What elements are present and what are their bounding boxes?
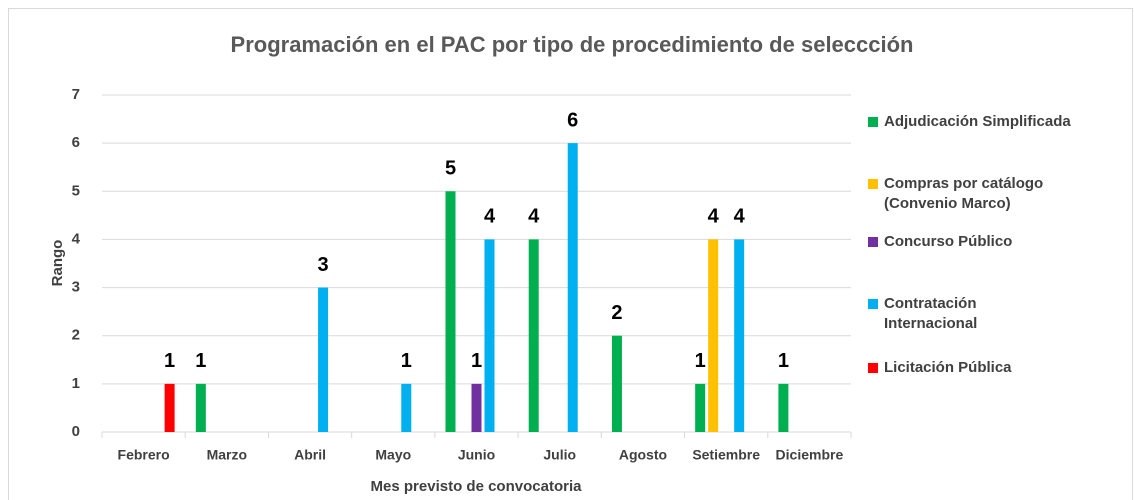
x-axis-label: Mes previsto de convocatoria [371, 478, 583, 495]
data-label: 1 [164, 350, 175, 372]
chart-border [8, 8, 1133, 500]
x-tick-label: Diciembre [776, 447, 844, 463]
legend-item: Compras por catálogo (Convenio Marco) [868, 174, 1078, 214]
bar [195, 383, 206, 432]
bar [484, 239, 495, 432]
bar [567, 143, 578, 432]
legend-label: Concurso Público [884, 233, 1013, 250]
legend-swatch [868, 363, 878, 373]
y-tick-label: 2 [72, 327, 80, 344]
y-tick-label: 4 [72, 230, 81, 247]
legend-label: Contratación Internacional [884, 295, 978, 332]
x-tick-label: Junio [458, 447, 495, 463]
y-tick-label: 1 [72, 375, 80, 392]
bar [528, 239, 539, 432]
x-tick-label: Abril [294, 447, 326, 463]
chart-title: Programación en el PAC por tipo de proce… [231, 32, 914, 57]
legend-swatch [868, 299, 878, 309]
data-label: 4 [708, 206, 720, 228]
bar [611, 335, 622, 432]
legend-swatch [868, 117, 878, 127]
legend-label: Compras por catálogo (Convenio Marco) [884, 175, 1044, 212]
legend-label: Adjudicación Simplificada [884, 113, 1071, 130]
x-tick-label: Mayo [375, 447, 411, 463]
x-tick-label: Agosto [619, 447, 667, 463]
legend-item: Concurso Público [868, 232, 1118, 252]
legend-item: Licitación Pública [868, 358, 1118, 378]
bar [734, 239, 745, 432]
y-tick-label: 7 [72, 86, 80, 103]
data-label: 1 [401, 350, 412, 372]
data-label: 1 [695, 350, 706, 372]
data-label: 1 [195, 350, 206, 372]
bar [401, 383, 412, 432]
x-tick-label: Febrero [118, 447, 170, 463]
data-label: 3 [317, 254, 328, 276]
x-tick-label: Marzo [207, 447, 247, 463]
x-tick-label: Setiembre [692, 447, 760, 463]
legend-label: Licitación Pública [884, 359, 1012, 376]
data-label: 4 [484, 206, 496, 228]
data-label: 4 [734, 206, 746, 228]
bar [778, 383, 789, 432]
bar [708, 239, 719, 432]
legend-swatch [868, 237, 878, 247]
data-label: 1 [778, 350, 789, 372]
bar [471, 383, 482, 432]
legend-item: Contratación Internacional [868, 294, 1118, 334]
data-label: 5 [445, 158, 456, 180]
data-label: 6 [567, 109, 578, 131]
bar [695, 383, 706, 432]
bar [318, 287, 329, 432]
data-label: 4 [528, 206, 540, 228]
y-axis-label: Rango [49, 240, 66, 287]
legend-swatch [868, 179, 878, 189]
x-tick-label: Julio [543, 447, 576, 463]
y-tick-label: 5 [72, 182, 80, 199]
data-label: 1 [471, 350, 482, 372]
data-label: 2 [611, 302, 622, 324]
y-tick-label: 0 [72, 423, 80, 440]
bar [164, 383, 175, 432]
legend-item: Adjudicación Simplificada [868, 112, 1118, 132]
bar [445, 191, 456, 432]
y-tick-label: 6 [72, 134, 80, 151]
y-tick-label: 3 [72, 279, 80, 296]
